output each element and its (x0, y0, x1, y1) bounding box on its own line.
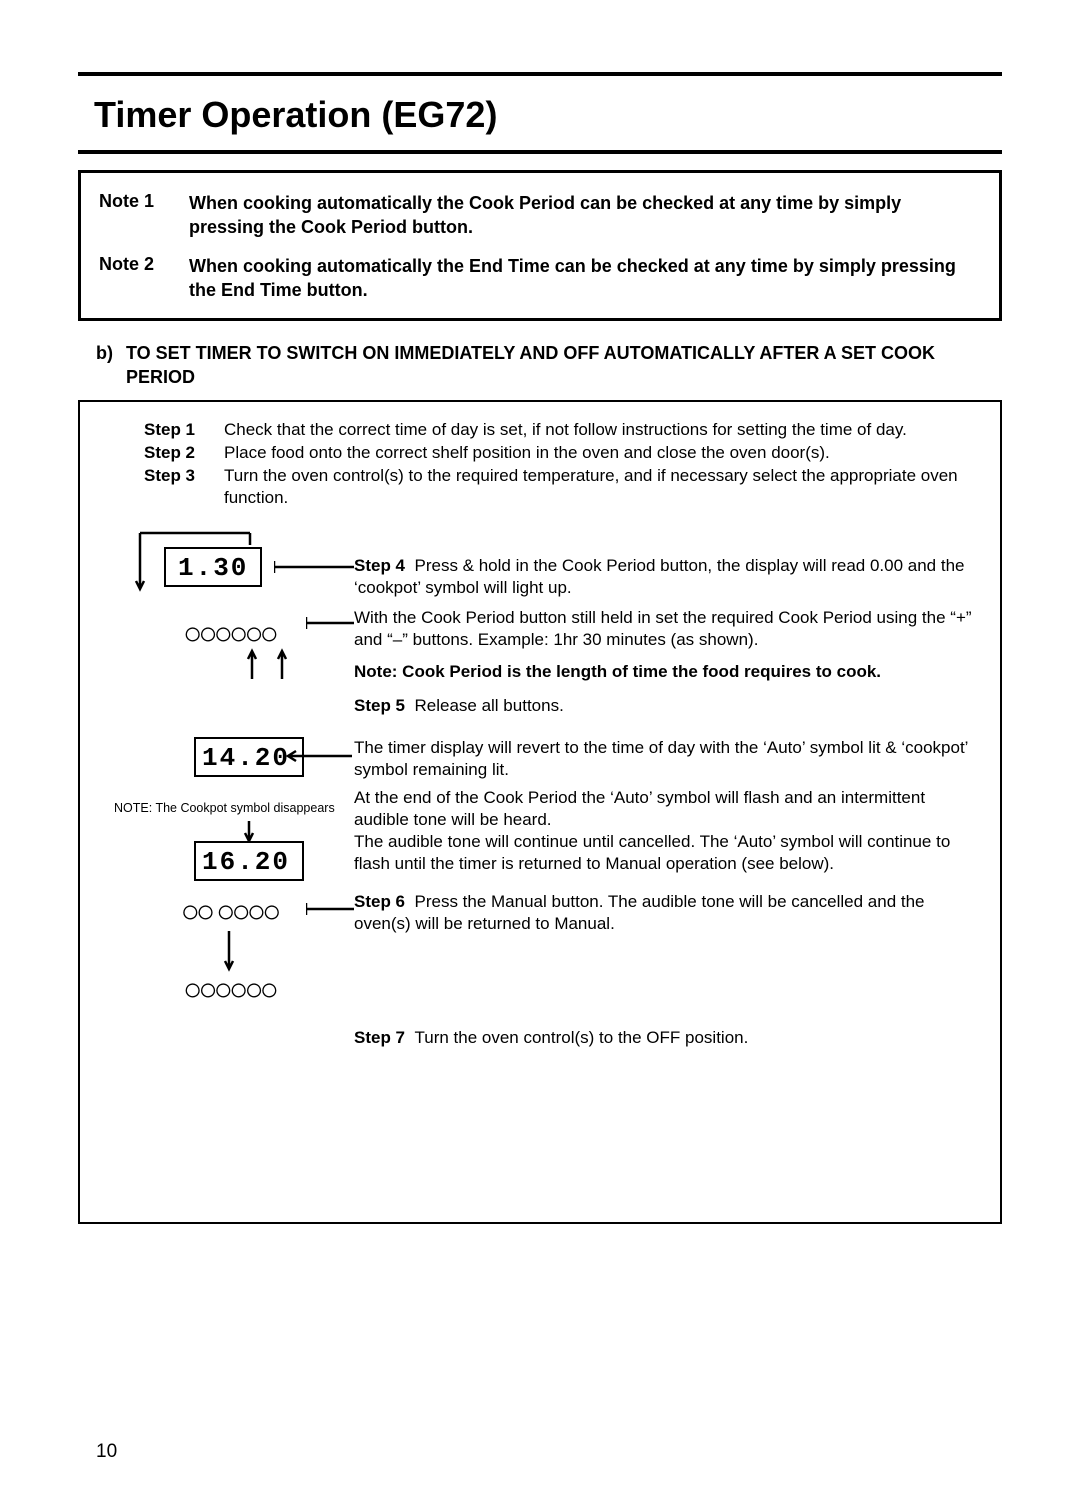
step-block: Step 7 Turn the oven control(s) to the O… (354, 1027, 982, 1049)
step-text: Release all buttons. (414, 696, 563, 715)
notes-box: Note 1 When cooking automatically the Co… (78, 170, 1002, 321)
cookpot-note: NOTE: The Cookpot symbol disappears (114, 801, 344, 815)
arrow-down-icon (189, 819, 309, 843)
body-area: 1.30 ○○○○○○ 14.20 NOTE: The Cookpot symb… (94, 537, 986, 1177)
step-block: Step 5 Release all buttons. (354, 695, 982, 717)
page: Timer Operation (EG72) Note 1 When cooki… (0, 0, 1080, 1511)
leader-line-icon (306, 899, 356, 919)
lcd-value: 1.30 (164, 547, 262, 587)
step-label: Step 3 (144, 465, 224, 509)
note-label: Note 1 (99, 191, 189, 240)
step-row: Step 2 Place food onto the correct shelf… (94, 442, 986, 464)
steps-box: Step 1 Check that the correct time of da… (78, 400, 1002, 1224)
note-row: Note 2 When cooking automatically the En… (99, 254, 981, 303)
arrows-up-icon (114, 647, 344, 683)
illustration-column: 1.30 ○○○○○○ 14.20 NOTE: The Cookpot symb… (114, 537, 344, 1005)
paragraph: With the Cook Period button still held i… (354, 607, 982, 651)
step-text: Turn the oven control(s) to the required… (224, 465, 986, 509)
cook-period-note: Note: Cook Period is the length of time … (354, 661, 982, 683)
step-label: Step 4 (354, 556, 405, 575)
page-title: Timer Operation (EG72) (94, 94, 1002, 136)
note-text: When cooking automatically the Cook Peri… (189, 191, 981, 240)
rule-top (78, 72, 1002, 76)
buttons-icon: ○○○○○○ (114, 973, 344, 1005)
note-row: Note 1 When cooking automatically the Co… (99, 191, 981, 240)
step-block: Step 6 Press the Manual button. The audi… (354, 891, 982, 935)
step-label: Step 6 (354, 892, 405, 911)
lcd-value: 16.20 (194, 841, 304, 881)
step-text: Check that the correct time of day is se… (224, 419, 986, 441)
arrow-left-icon (284, 747, 354, 765)
section-marker: b) (96, 341, 126, 390)
step-text: Press the Manual button. The audible ton… (354, 892, 925, 933)
note-text: When cooking automatically the End Time … (189, 254, 981, 303)
leader-line-icon (306, 613, 356, 633)
button-row-3: ○○○○○○ (114, 927, 344, 1005)
step-label: Step 7 (354, 1028, 405, 1047)
lcd-display-3: 16.20 (154, 819, 344, 881)
step-text: Place food onto the correct shelf positi… (224, 442, 986, 464)
arrow-down-icon (129, 927, 329, 973)
step-label: Step 5 (354, 696, 405, 715)
leader-line-icon (274, 557, 356, 577)
step-text: Turn the oven control(s) to the OFF posi… (414, 1028, 748, 1047)
paragraph: The timer display will revert to the tim… (354, 737, 982, 781)
section-heading: b) TO SET TIMER TO SWITCH ON IMMEDIATELY… (96, 341, 1002, 390)
note-label: Note 2 (99, 254, 189, 303)
step-row: Step 3 Turn the oven control(s) to the r… (94, 465, 986, 509)
step-label: Step 2 (144, 442, 224, 464)
step-row: Step 1 Check that the correct time of da… (94, 419, 986, 441)
step-text: Press & hold in the Cook Period button, … (354, 556, 965, 597)
step-label: Step 1 (144, 419, 224, 441)
paragraph: At the end of the Cook Period the ‘Auto’… (354, 787, 982, 831)
rule-under-title (78, 150, 1002, 154)
step-block: Step 4 Press & hold in the Cook Period b… (354, 555, 982, 599)
paragraph: The audible tone will continue until can… (354, 831, 982, 875)
section-title: TO SET TIMER TO SWITCH ON IMMEDIATELY AN… (126, 341, 1002, 390)
page-number: 10 (96, 1441, 117, 1463)
lcd-display-1: 1.30 (144, 537, 344, 617)
